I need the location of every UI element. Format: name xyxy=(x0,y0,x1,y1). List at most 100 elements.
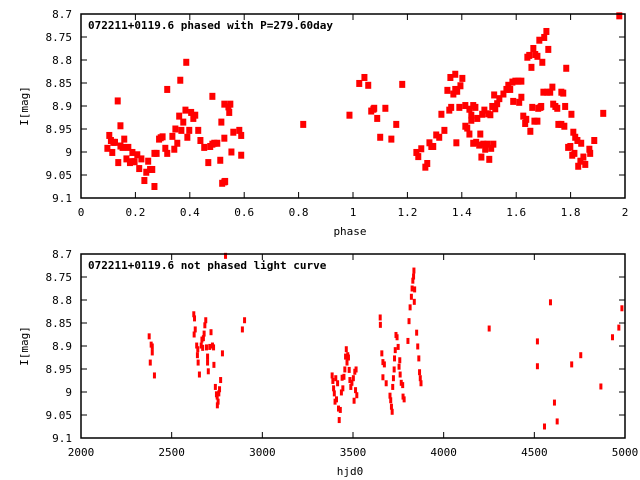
data-point xyxy=(184,133,191,141)
data-point xyxy=(561,122,568,130)
data-point xyxy=(478,153,485,161)
x-tick-label: 2500 xyxy=(158,446,185,459)
data-point xyxy=(337,417,341,424)
data-point xyxy=(354,387,358,394)
data-point xyxy=(151,183,158,190)
data-point xyxy=(153,149,160,157)
x-tick-label: 4500 xyxy=(521,446,548,459)
data-point xyxy=(131,158,138,166)
data-point xyxy=(466,130,473,138)
x-tick-label: 5000 xyxy=(612,446,639,459)
data-point xyxy=(577,157,584,165)
data-point xyxy=(389,403,393,410)
data-point xyxy=(171,145,178,153)
data-point xyxy=(479,110,486,118)
data-point xyxy=(218,118,225,126)
data-point xyxy=(217,390,221,397)
data-point xyxy=(412,273,416,280)
data-point xyxy=(351,375,355,382)
data-point xyxy=(164,85,171,93)
data-point xyxy=(203,322,207,329)
data-point xyxy=(505,81,512,89)
data-point xyxy=(180,118,187,126)
x-tick-label: 0 xyxy=(78,206,85,219)
data-point xyxy=(388,135,395,143)
data-point xyxy=(418,375,422,382)
data-point xyxy=(141,177,148,185)
data-point xyxy=(192,331,196,338)
data-point xyxy=(534,52,541,60)
data-point xyxy=(535,363,539,370)
data-point xyxy=(236,126,243,134)
data-point xyxy=(356,79,363,87)
x-tick-label: 0.4 xyxy=(180,206,200,219)
data-point xyxy=(552,399,556,406)
data-point xyxy=(388,392,392,399)
data-point xyxy=(468,111,475,119)
data-point xyxy=(516,98,523,106)
data-point xyxy=(438,110,445,118)
data-point xyxy=(238,131,245,139)
data-point xyxy=(344,346,348,353)
data-point xyxy=(527,127,534,135)
chart-title: 072211+0119.6 phased with P=279.60day xyxy=(88,19,333,32)
data-point xyxy=(204,344,208,351)
data-point xyxy=(159,133,166,141)
data-point xyxy=(535,338,539,345)
data-point xyxy=(338,406,342,413)
data-point xyxy=(209,92,216,100)
data-point xyxy=(384,380,388,387)
data-point xyxy=(222,177,229,185)
data-point xyxy=(570,361,574,368)
y-tick-label: 9 xyxy=(65,146,72,159)
data-point xyxy=(217,156,224,164)
data-point xyxy=(213,383,217,390)
data-point xyxy=(391,375,395,382)
data-point xyxy=(391,383,395,390)
data-point xyxy=(554,104,561,112)
data-point xyxy=(457,82,464,90)
data-point xyxy=(381,374,385,381)
x-tick-label: 3000 xyxy=(249,446,276,459)
data-point xyxy=(344,353,348,360)
data-point xyxy=(206,353,210,360)
x-axis-label: phase xyxy=(333,225,366,238)
data-point xyxy=(560,89,567,97)
unphased-light-curve-panel: 2000 2500 3000 3500 4000 4500 5000 8.7 8.75 8.8 8.… xyxy=(18,248,638,478)
data-point xyxy=(582,160,589,168)
data-point xyxy=(343,366,347,373)
data-point xyxy=(436,133,443,141)
data-point xyxy=(591,137,598,144)
data-point xyxy=(418,145,425,153)
data-point xyxy=(393,120,400,128)
data-point xyxy=(599,383,603,390)
data-point xyxy=(138,155,145,163)
data-point xyxy=(361,73,368,81)
data-point xyxy=(177,76,184,84)
data-point xyxy=(415,329,419,336)
plot-frame xyxy=(80,253,626,439)
chart-title: 072211+0119.6 not phased light curve xyxy=(88,259,327,272)
data-point xyxy=(336,380,340,387)
data-point xyxy=(448,103,455,111)
data-point xyxy=(174,139,181,147)
data-point xyxy=(378,314,382,321)
x-tick-label: 1.8 xyxy=(561,206,581,219)
data-point xyxy=(204,317,208,324)
data-point xyxy=(215,402,219,409)
data-point xyxy=(426,139,433,147)
data-point xyxy=(355,392,359,399)
data-point xyxy=(441,126,448,134)
data-point xyxy=(500,90,507,98)
data-point xyxy=(192,111,199,119)
data-point xyxy=(419,380,423,387)
data-point xyxy=(365,81,372,89)
data-point xyxy=(186,126,193,134)
data-point xyxy=(196,346,200,353)
data-point xyxy=(416,343,420,350)
data-point xyxy=(526,51,533,59)
data-point xyxy=(182,106,189,114)
data-point xyxy=(201,344,205,351)
data-point xyxy=(610,334,614,341)
y-tick-label: 8.85 xyxy=(46,317,73,330)
